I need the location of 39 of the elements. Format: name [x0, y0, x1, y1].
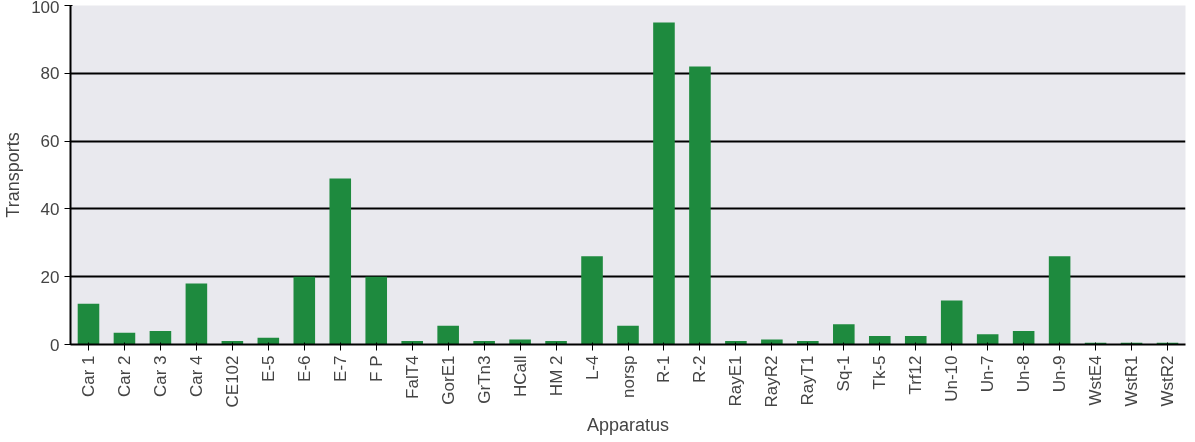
x-tick-label: CE102 — [222, 355, 242, 408]
y-tick-label: 0 — [50, 335, 60, 355]
x-tick-label: GrTn3 — [474, 355, 494, 404]
x-tick-label: FalT4 — [402, 355, 422, 399]
x-tick-label: Sq-1 — [834, 355, 854, 392]
x-tick-label: E-6 — [294, 355, 314, 382]
x-tick-label: Car 2 — [114, 355, 134, 398]
x-axis-title: Apparatus — [586, 415, 670, 436]
y-tick-label: 60 — [40, 132, 60, 152]
x-tick-label: Un-9 — [1050, 355, 1070, 393]
x-tick-label: WstR2 — [1158, 355, 1178, 407]
x-tick-label: R-2 — [690, 355, 710, 383]
y-tick-label: 100 — [31, 0, 60, 17]
x-tick-label: Un-10 — [942, 355, 962, 402]
x-tick-label: E-5 — [258, 355, 278, 382]
x-tick-label: WstE4 — [1086, 355, 1106, 406]
x-tick-label: Tk-5 — [870, 355, 890, 390]
x-tick-label: E-7 — [330, 355, 350, 382]
x-tick-label: RayE1 — [726, 355, 746, 407]
x-tick-label: RayT1 — [798, 355, 818, 406]
x-tick-label: L-4 — [582, 355, 602, 381]
x-tick-label: Car 1 — [78, 355, 98, 398]
x-tick-label: norsp — [618, 355, 638, 399]
x-tick-label: F P — [366, 355, 386, 382]
y-tick-label: 40 — [40, 199, 60, 219]
x-tick-label: Un-7 — [978, 355, 998, 393]
x-tick-label: Car 4 — [186, 355, 206, 398]
x-tick-label: WstR1 — [1122, 355, 1142, 407]
x-tick-label: Trf12 — [906, 355, 926, 395]
x-tick-label: GorE1 — [438, 355, 458, 405]
x-tick-label: RayR2 — [762, 355, 782, 408]
x-tick-label: R-1 — [654, 355, 674, 383]
y-tick-label: 80 — [40, 64, 60, 84]
x-tick-label: Un-8 — [1014, 355, 1034, 393]
x-tick-label: HM 2 — [546, 355, 566, 397]
y-axis-title: Transports — [3, 132, 24, 218]
y-tick-label: 20 — [40, 267, 60, 287]
x-tick-label: HCall — [510, 355, 530, 398]
x-tick-label: Car 3 — [150, 355, 170, 398]
